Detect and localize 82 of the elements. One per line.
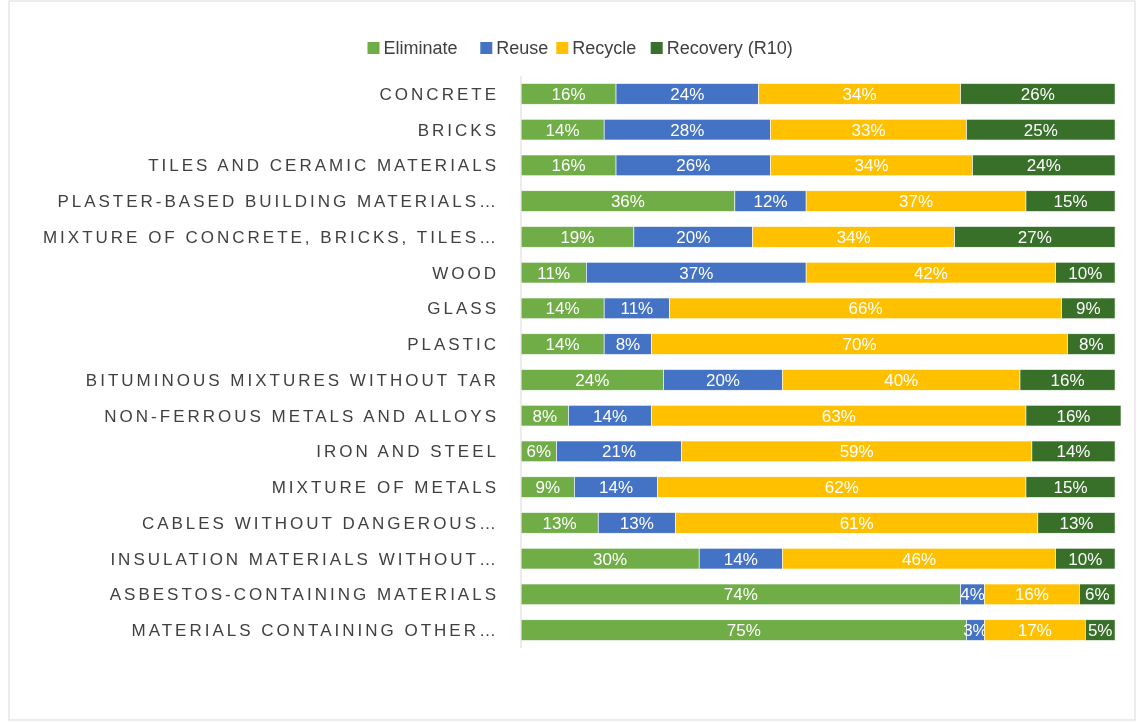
data-label: 24% (670, 84, 705, 104)
data-label: 8% (532, 406, 558, 426)
data-label: 5% (1087, 621, 1113, 641)
data-label: 16% (1014, 585, 1049, 605)
data-label: 40% (884, 370, 919, 390)
y-tick-label: IRON AND STEEL (316, 442, 499, 462)
data-label: 27% (1017, 227, 1052, 247)
data-label: 9% (1076, 299, 1101, 319)
legend-label: Recovery (R10) (666, 38, 793, 59)
y-tick-label: PLASTER-BASED BUILDING MATERIALS… (57, 192, 499, 212)
data-label: 10% (1068, 263, 1103, 283)
data-label: 61% (839, 513, 874, 533)
data-label: 24% (1026, 156, 1061, 176)
legend-label: Recycle (572, 38, 637, 59)
data-label: 24% (575, 370, 610, 390)
data-label: 13% (1059, 513, 1094, 533)
data-label: 26% (676, 156, 711, 176)
y-tick-label: MIXTURE OF CONCRETE, BRICKS, TILES… (42, 227, 499, 247)
data-label: 25% (1023, 120, 1058, 140)
data-label: 14% (723, 549, 758, 569)
data-label: 19% (560, 227, 595, 247)
data-label: 14% (593, 406, 628, 426)
data-label: 11% (537, 263, 571, 283)
data-label: 34% (854, 156, 889, 176)
data-label: 9% (535, 478, 561, 498)
data-label: 30% (593, 549, 628, 569)
data-label: 20% (705, 370, 740, 390)
data-label: 13% (542, 513, 577, 533)
data-label: 16% (1050, 370, 1085, 390)
y-tick-label: GLASS (427, 299, 499, 319)
data-label: 17% (1017, 621, 1052, 641)
y-tick-label: CABLES WITHOUT DANGEROUS… (141, 513, 499, 533)
data-label: 37% (899, 192, 934, 212)
data-label: 14% (545, 120, 580, 140)
data-label: 74% (723, 585, 758, 605)
y-tick-label: MATERIALS CONTAINING OTHER… (131, 621, 499, 641)
y-tick-label: WOOD (432, 263, 499, 283)
data-label: 37% (679, 263, 714, 283)
data-label: 75% (726, 621, 761, 641)
y-tick-label: BITUMINOUS MIXTURES WITHOUT TAR (85, 370, 499, 390)
data-label: 14% (1056, 442, 1091, 462)
data-label: 26% (1020, 84, 1055, 104)
data-label: 16% (551, 84, 586, 104)
y-tick-label: MIXTURE OF METALS (271, 478, 499, 498)
data-label: 36% (610, 192, 645, 212)
data-label: 8% (1079, 335, 1104, 355)
data-label: 28% (670, 120, 705, 140)
data-label: 63% (821, 406, 856, 426)
data-label: 14% (545, 335, 580, 355)
data-label: 33% (851, 120, 886, 140)
data-label: 16% (551, 156, 586, 176)
data-label: 8% (615, 335, 641, 355)
legend-label: Reuse (496, 38, 549, 59)
y-tick-label: TILES AND CERAMIC MATERIALS (148, 156, 499, 176)
data-label: 11% (620, 299, 654, 319)
data-label: 66% (848, 299, 883, 319)
y-tick-label: INSULATION MATERIALS WITHOUT… (110, 549, 499, 569)
data-label: 6% (526, 442, 552, 462)
data-label: 14% (545, 299, 580, 319)
data-label: 14% (599, 478, 634, 498)
data-label: 6% (1084, 585, 1110, 605)
y-tick-label: BRICKS (417, 120, 499, 140)
data-label: 70% (842, 335, 877, 355)
data-label: 34% (842, 84, 877, 104)
y-tick-label: CONCRETE (379, 84, 499, 104)
data-label: 16% (1056, 406, 1091, 426)
y-tick-label: PLASTIC (407, 335, 499, 355)
data-label: 46% (902, 549, 937, 569)
data-label: 15% (1053, 192, 1088, 212)
data-label: 34% (836, 227, 871, 247)
y-tick-label: ASBESTOS-CONTAINING MATERIALS (109, 585, 499, 605)
data-label: 59% (839, 442, 874, 462)
y-tick-label: NON-FERROUS METALS AND ALLOYS (104, 406, 499, 426)
data-label: 42% (913, 263, 948, 283)
data-label: 62% (824, 478, 859, 498)
data-label: 21% (602, 442, 637, 462)
data-label: 15% (1053, 478, 1088, 498)
data-label: 10% (1068, 549, 1103, 569)
legend-label: Eliminate (383, 38, 458, 59)
data-label: 13% (619, 513, 654, 533)
data-label: 12% (753, 192, 788, 212)
data-label: 20% (676, 227, 711, 247)
